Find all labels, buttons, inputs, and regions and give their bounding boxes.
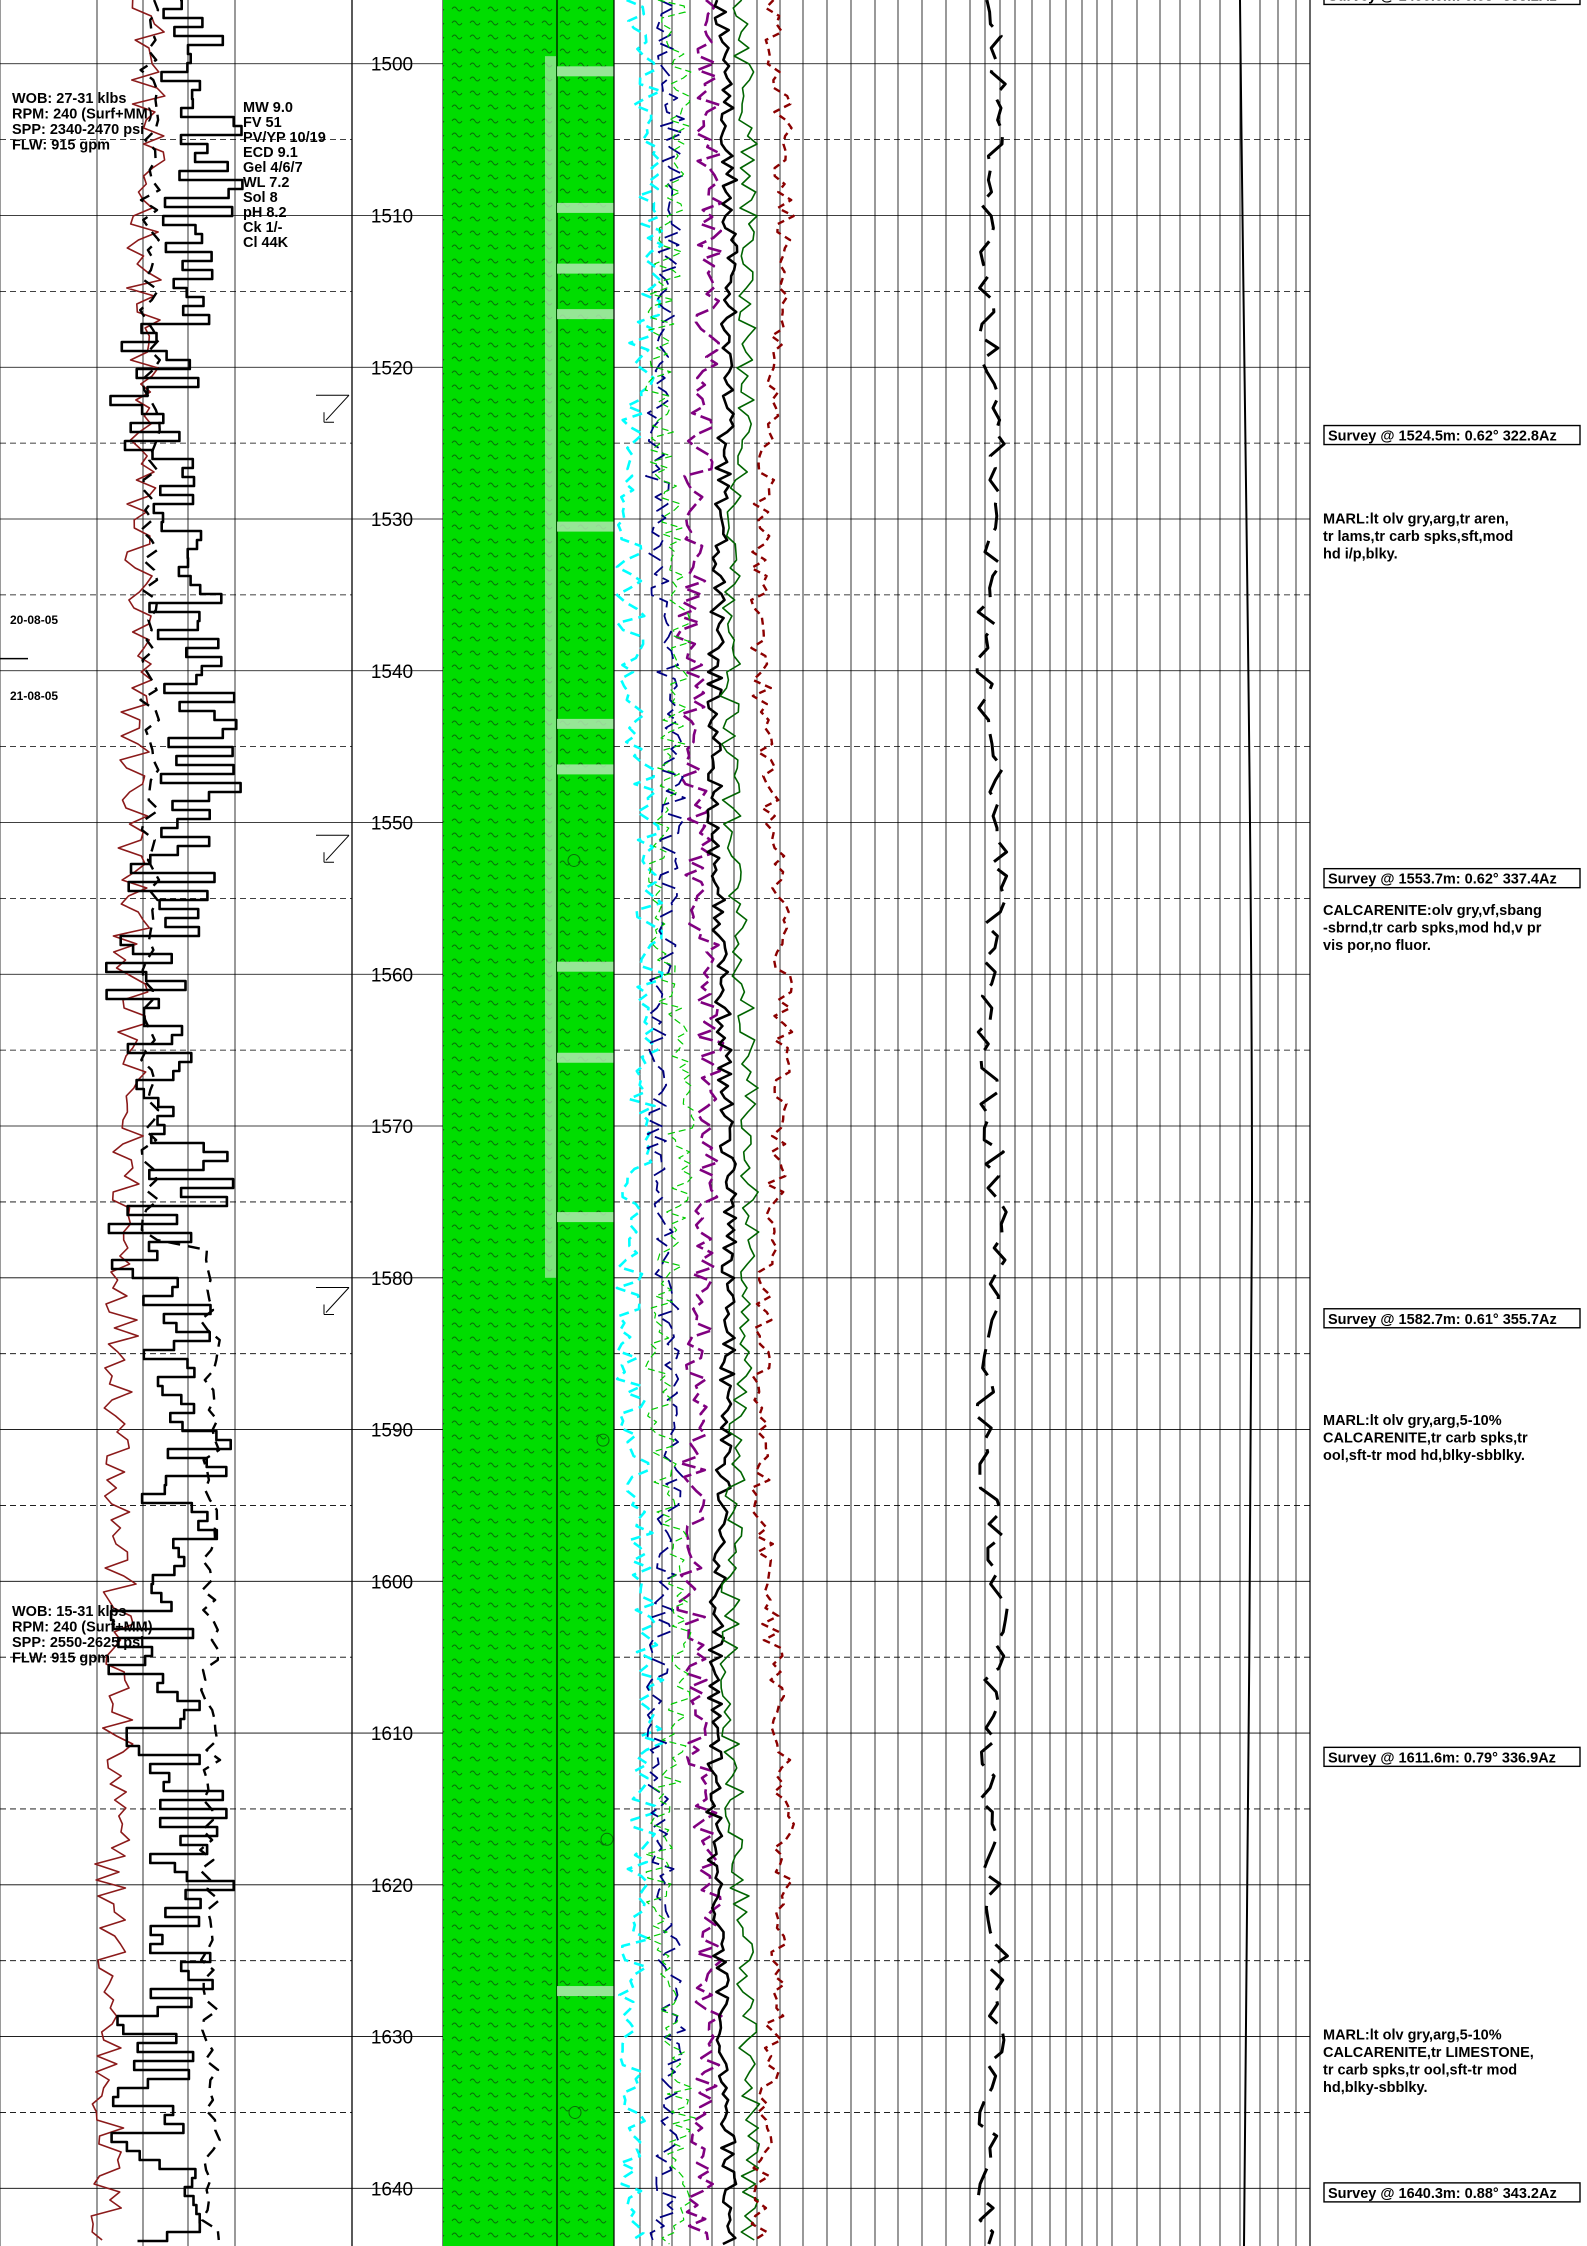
bit-run-icon	[316, 834, 350, 863]
bit-run-icon-line	[325, 1287, 350, 1313]
survey-label: Survey @ 1611.6m: 0.79° 336.9Az	[1328, 1750, 1556, 1766]
lithology-description: MARL:lt olv gry,arg,5-10% CALCARENITE,tr …	[1323, 1413, 1528, 1464]
lithology-description: CALCARENITE:olv gry,vf,sbang -sbrnd,tr ca…	[1323, 903, 1542, 954]
survey-box	[1323, 2182, 1581, 2203]
cuttings-symbol	[600, 1832, 614, 1846]
bit-run-icon-line	[325, 394, 350, 421]
limestone-stringer	[557, 521, 614, 532]
limestone-stringer	[557, 718, 614, 729]
lithology-column	[443, 0, 615, 2246]
mud-properties-note: MW 9.0 FV 51 PV/YP 10/19 ECD 9.1 Gel 4/6/7 WL…	[243, 100, 326, 251]
survey-label: Survey @ 1495.5m: 0.53° 333.2Az	[1328, 0, 1557, 4]
depth-tick-label: 1570	[371, 1117, 413, 1138]
limestone-stringer	[557, 1986, 614, 1997]
depth-tick-label: 1630	[371, 2028, 413, 2049]
survey-label: Survey @ 1640.3m: 0.88° 343.2Az	[1328, 2186, 1557, 2202]
date-label: 20-08-05	[10, 613, 58, 627]
surveys-and-descriptions: Survey @ 1495.5m: 0.53° 333.2Az Survey @ …	[1323, 0, 1581, 2203]
cuttings-symbol	[568, 2105, 582, 2119]
depth-tick-label: 1600	[371, 1572, 413, 1593]
curves	[90, 0, 1254, 2246]
limestone-stringer	[557, 202, 614, 213]
survey-label: Survey @ 1553.7m: 0.62° 337.4Az	[1328, 872, 1557, 888]
left-annotations: WOB: 27-31 klbs RPM: 240 (Surf+MM) SPP: 23…	[0, 91, 350, 1667]
depth-labels: 1500 1510 1520 1530 1540 1550 1560 1570 1580 1590…	[371, 55, 413, 2201]
survey-label: Survey @ 1582.7m: 0.61° 355.7Az	[1328, 1312, 1557, 1328]
depth-tick-label: 1620	[371, 1876, 413, 1897]
limestone-stringer	[557, 764, 614, 775]
depth-tick-label: 1510	[371, 206, 413, 227]
depth-tick-label: 1640	[371, 2179, 413, 2200]
survey-box	[1323, 867, 1581, 889]
survey-box	[1323, 1746, 1581, 1768]
drilling-parameters-note: WOB: 27-31 klbs RPM: 240 (Surf+MM) SPP: 23…	[12, 91, 153, 153]
depth-tick-label: 1500	[371, 55, 413, 76]
reference-curve	[1239, 0, 1254, 2246]
bit-run-icon	[316, 1287, 350, 1316]
depth-tick-label: 1550	[371, 814, 413, 835]
deep-curve	[975, 0, 1009, 2245]
depth-tick-label: 1560	[371, 965, 413, 986]
depth-tick-label: 1580	[371, 1269, 413, 1290]
limestone-stringer	[557, 1052, 614, 1063]
lithology-description: MARL:lt olv gry,arg,tr aren, tr lams,tr c…	[1323, 511, 1513, 562]
depth-tick-label: 1520	[371, 358, 413, 379]
limestone-stringer	[557, 66, 614, 77]
survey-box	[1323, 424, 1581, 446]
depth-tick-label: 1610	[371, 1724, 413, 1745]
bit-run-icon-arrow	[323, 852, 334, 863]
bit-run-icon-arrow	[323, 412, 334, 423]
lithology-light-strip	[545, 56, 556, 1278]
total-gas-curve	[705, 0, 739, 2246]
gas-green-curve	[719, 0, 761, 2241]
gas-c1-curve	[615, 0, 665, 2242]
gas-heavy-curve	[750, 0, 795, 2242]
survey-label: Survey @ 1524.5m: 0.62° 322.8Az	[1328, 429, 1557, 445]
gamma-ray-curve	[90, 0, 166, 2241]
limestone-stringer	[557, 1212, 614, 1223]
depth-tick-label: 1530	[371, 510, 413, 531]
depth-tick-label: 1590	[371, 1421, 413, 1442]
drilling-parameters-note: WOB: 15-31 klbs RPM: 240 (Surf+MM) SPP: 25…	[12, 1604, 153, 1667]
bit-run-icon-line	[325, 834, 350, 861]
bit-run-icon	[316, 394, 350, 423]
lithology-marl-symbols	[443, 0, 614, 2246]
survey-box	[1323, 0, 1581, 6]
cuttings-symbol	[567, 853, 581, 867]
survey-box	[1323, 1308, 1581, 1329]
limestone-stringer	[557, 263, 614, 274]
cuttings-symbol	[596, 1433, 610, 1447]
rop-curve	[105, 0, 244, 2243]
depth-tick-label: 1540	[371, 662, 413, 683]
bit-run-icon-arrow	[323, 1304, 334, 1316]
date-label: 21-08-05	[10, 689, 58, 703]
lithology-description: MARL:lt olv gry,arg,5-10% CALCARENITE,tr …	[1323, 2027, 1534, 2096]
limestone-stringer	[557, 309, 614, 320]
dxc-curve	[139, 0, 222, 2241]
gas-c4-curve	[675, 0, 725, 2241]
limestone-stringer	[557, 961, 614, 972]
